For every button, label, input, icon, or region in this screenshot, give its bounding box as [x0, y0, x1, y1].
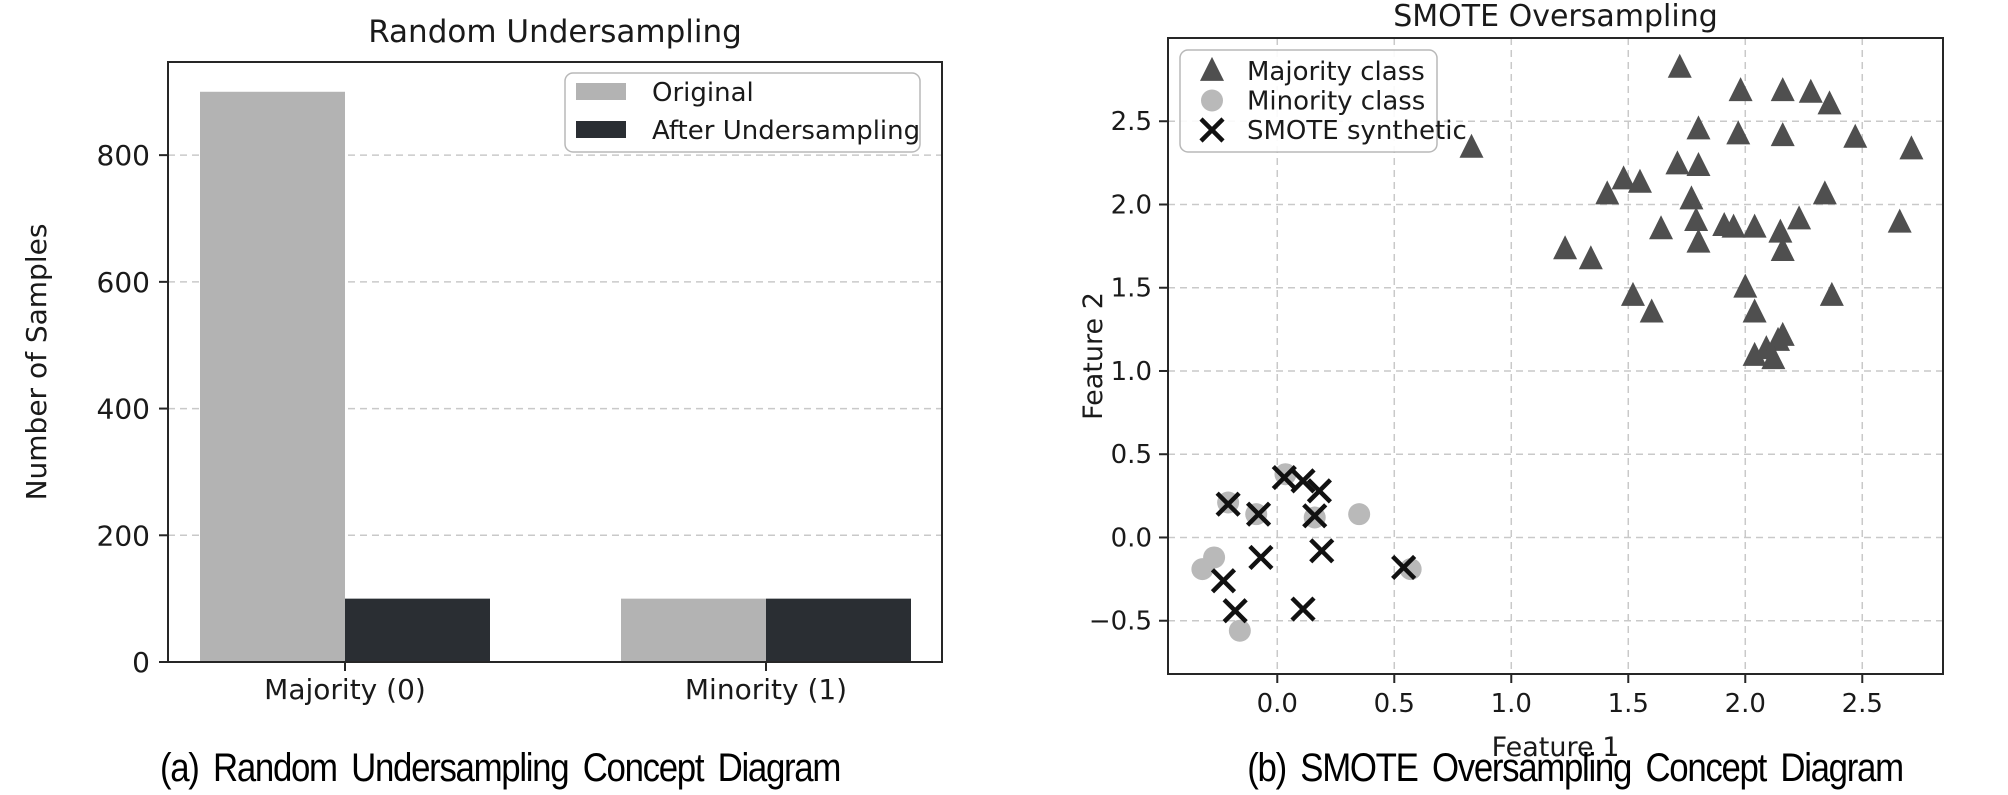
marker-triangle — [1639, 298, 1664, 323]
marker-x — [1302, 503, 1328, 529]
x-tick-label: 2.5 — [1842, 689, 1883, 719]
caption-a: (a) Random Undersampling Concept Diagram — [159, 746, 841, 790]
x-tick-label: 0.5 — [1374, 689, 1415, 719]
plot-border — [167, 61, 943, 663]
y-tick-label: 0.0 — [1111, 523, 1152, 553]
marker-x — [1215, 491, 1241, 517]
y-tick-label: 1.0 — [1111, 357, 1152, 387]
legend-box — [564, 72, 921, 153]
bar-After Undersampling — [766, 598, 911, 662]
marker-circle — [1228, 619, 1251, 642]
marker-x — [1391, 554, 1417, 581]
legend-label: Minority class — [1247, 87, 1425, 117]
plot-border — [1167, 37, 1944, 675]
marker-triangle — [1728, 77, 1753, 102]
bar-Original — [200, 91, 345, 662]
marker-x — [1222, 598, 1248, 624]
y-tick-label: 2.5 — [1111, 107, 1152, 137]
y-tick-label: 600 — [97, 266, 150, 299]
legend-swatch — [576, 83, 626, 100]
marker-triangle — [1770, 77, 1795, 102]
chart-title: SMOTE Oversampling — [1393, 0, 1718, 34]
legend-label: After Undersampling — [652, 116, 920, 146]
y-tick-label: 800 — [97, 139, 150, 172]
legend-label: SMOTE synthetic — [1247, 116, 1467, 146]
x-tick-label: 0.0 — [1257, 689, 1298, 719]
marker-x — [1290, 596, 1316, 622]
marker-x — [1290, 468, 1316, 494]
marker-triangle — [1742, 213, 1767, 238]
marker-triangle — [1578, 245, 1603, 270]
y-tick-label: 200 — [97, 519, 150, 552]
legend-label: Majority class — [1247, 57, 1425, 87]
legend-swatch — [576, 121, 626, 138]
x-tick-label: 2.0 — [1725, 689, 1766, 719]
marker-triangle — [1459, 133, 1484, 158]
marker-triangle — [1843, 123, 1868, 148]
y-tick-label: 0 — [132, 646, 150, 679]
marker-x — [1306, 478, 1332, 504]
marker-triangle — [1817, 90, 1842, 115]
marker-triangle — [1742, 341, 1767, 366]
marker-x — [1271, 464, 1297, 491]
marker-triangle — [1899, 135, 1924, 160]
legend-box — [1179, 49, 1438, 153]
legend-label: Original — [652, 78, 754, 108]
marker-triangle — [1770, 122, 1795, 147]
marker-triangle — [1679, 185, 1704, 210]
x-tick-label: 1.5 — [1608, 689, 1649, 719]
marker-triangle — [1770, 236, 1795, 261]
y-axis-label: Number of Samples — [20, 224, 53, 501]
y-tick-label: 0.5 — [1111, 440, 1152, 470]
marker-x — [1199, 117, 1225, 143]
caption-b: (b) SMOTE Oversampling Concept Diagram — [1247, 746, 1904, 790]
marker-triangle — [1667, 53, 1692, 78]
x-tick-label: Majority (0) — [264, 673, 426, 706]
marker-triangle — [1721, 213, 1746, 238]
marker-circle — [1191, 558, 1214, 581]
marker-triangle — [1665, 150, 1690, 175]
marker-x — [1245, 501, 1272, 527]
marker-triangle — [1200, 56, 1224, 81]
marker-x — [1309, 538, 1335, 564]
marker-triangle — [1686, 115, 1711, 140]
chart-title: Random Undersampling — [368, 14, 742, 50]
bar-Original — [621, 598, 766, 662]
marker-triangle — [1798, 78, 1823, 103]
bar-After Undersampling — [345, 598, 490, 662]
marker-x — [1210, 568, 1237, 594]
x-tick-label: Minority (1) — [685, 673, 847, 706]
y-axis-label: Feature 2 — [1078, 292, 1109, 420]
marker-triangle — [1887, 208, 1912, 233]
marker-triangle — [1686, 152, 1711, 177]
marker-triangle — [1686, 228, 1711, 253]
marker-triangle — [1627, 168, 1652, 193]
marker-circle — [1348, 503, 1371, 526]
marker-triangle — [1761, 345, 1786, 370]
marker-triangle — [1766, 326, 1791, 351]
y-tick-label: 400 — [97, 393, 150, 426]
y-tick-label: −0.5 — [1089, 607, 1152, 637]
marker-triangle — [1812, 180, 1837, 205]
x-tick-label: 1.0 — [1491, 689, 1532, 719]
marker-triangle — [1787, 205, 1812, 230]
y-tick-label: 2.0 — [1111, 190, 1152, 220]
marker-triangle — [1553, 235, 1578, 260]
y-tick-label: 1.5 — [1111, 274, 1152, 304]
marker-triangle — [1649, 215, 1674, 240]
marker-triangle — [1726, 120, 1751, 145]
marker-triangle — [1768, 218, 1793, 243]
x-axis-label: Feature 1 — [1492, 732, 1620, 763]
marker-triangle — [1742, 298, 1767, 323]
marker-triangle — [1611, 165, 1636, 190]
marker-triangle — [1819, 281, 1844, 306]
marker-triangle — [1620, 281, 1645, 306]
marker-triangle — [1595, 180, 1620, 205]
marker-triangle — [1684, 206, 1709, 231]
marker-x — [1248, 544, 1274, 571]
marker-triangle — [1733, 273, 1758, 298]
marker-circle — [1201, 89, 1223, 112]
